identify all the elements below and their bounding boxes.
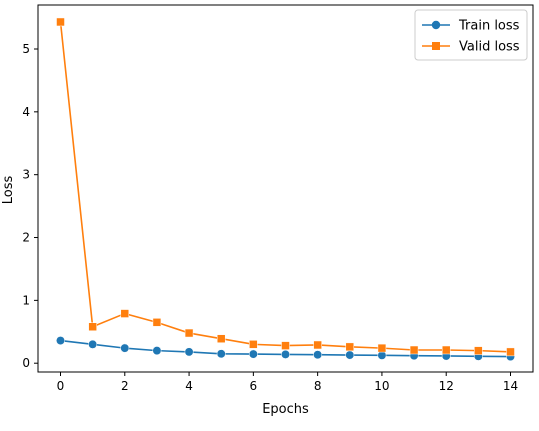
data-point [377, 343, 387, 353]
data-point [120, 309, 130, 318]
data-point [474, 346, 483, 355]
series-layer [56, 17, 515, 362]
y-tick-label: 0 [22, 356, 30, 370]
data-point [56, 336, 65, 346]
data-point [345, 342, 355, 352]
legend-label: Valid loss [459, 40, 520, 55]
data-point [152, 346, 162, 356]
x-tick-label: 0 [57, 379, 65, 393]
x-tick-label: 14 [503, 379, 518, 393]
series-1 [56, 17, 515, 357]
y-tick-label: 4 [22, 105, 30, 119]
y-axis-label: Loss [1, 176, 16, 205]
legend-marker [432, 42, 440, 50]
y-tick-label: 3 [22, 168, 30, 182]
data-point [248, 349, 258, 359]
data-point [184, 347, 194, 357]
legend-item: Valid loss [422, 40, 520, 55]
x-tick-label: 12 [439, 379, 454, 393]
y-tick-label: 5 [22, 42, 30, 56]
data-point [313, 340, 322, 350]
x-tick-label: 10 [374, 379, 389, 393]
legend: Train loss Valid loss [414, 9, 528, 61]
data-point [281, 349, 290, 359]
x-tick-label: 4 [185, 379, 193, 393]
data-point [281, 341, 290, 350]
legend-label: Train loss [458, 19, 520, 34]
data-point [377, 350, 387, 360]
data-point [152, 318, 162, 327]
y-tick-label: 2 [22, 231, 30, 245]
x-axis-label: Epochs [262, 402, 309, 417]
data-point [88, 339, 98, 349]
plot-area [37, 4, 534, 373]
y-axis: 0 1 2 3 4 5 [22, 42, 38, 370]
data-point [120, 343, 130, 353]
data-point [216, 334, 226, 343]
series-0 [56, 336, 515, 362]
x-tick-label: 2 [121, 379, 129, 393]
data-point [184, 328, 194, 338]
x-tick-label: 8 [314, 379, 322, 393]
data-point [506, 347, 515, 357]
x-tick-label: 6 [250, 379, 258, 393]
legend-item: Train loss [422, 19, 520, 34]
data-point [88, 322, 97, 332]
data-point [249, 340, 258, 349]
data-point [441, 345, 451, 355]
data-point [313, 350, 323, 360]
data-point [345, 350, 355, 360]
legend-marker [431, 20, 441, 30]
legend-box [414, 9, 528, 61]
data-point [56, 17, 65, 27]
data-point [216, 349, 226, 359]
y-tick-label: 1 [22, 293, 30, 307]
x-axis: 0 2 4 6 8 10 12 14 [57, 372, 518, 393]
data-point [409, 345, 419, 355]
